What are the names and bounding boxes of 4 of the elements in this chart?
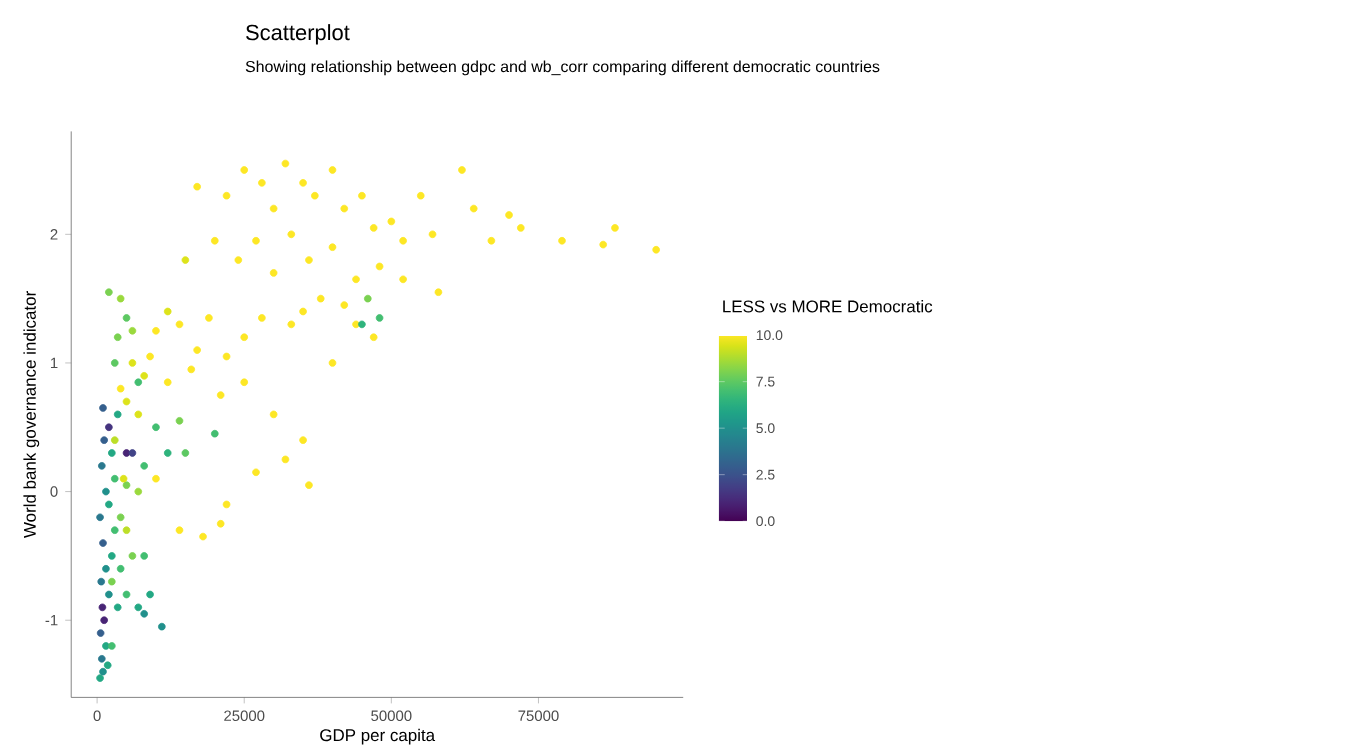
- chart-title: Scatterplot: [246, 24, 350, 45]
- x-axis-title: GDP per capita: [320, 728, 436, 745]
- color-bar-title: LESS vs MORE Democratic: [723, 300, 933, 313]
- y-axis-title: World bank governance indicator: [23, 291, 40, 538]
